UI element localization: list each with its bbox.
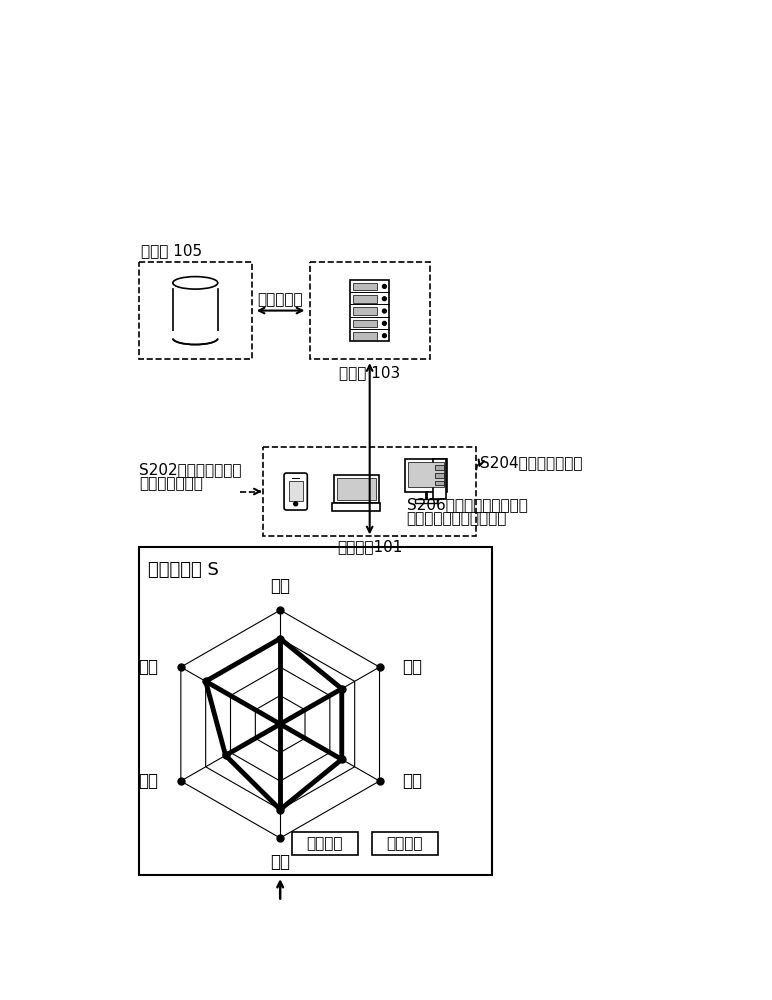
- Text: 存储或读取: 存储或读取: [258, 292, 303, 307]
- Bar: [371, 832, 438, 855]
- Text: 多个特征维度下的特征值: 多个特征维度下的特征值: [407, 511, 507, 526]
- Ellipse shape: [173, 277, 218, 289]
- Bar: [292, 478, 300, 479]
- Bar: [435, 481, 444, 485]
- Bar: [350, 280, 389, 341]
- Bar: [139, 262, 252, 359]
- Bar: [172, 331, 218, 339]
- Bar: [337, 478, 375, 500]
- Circle shape: [382, 321, 386, 325]
- Text: 您的评价： S: 您的评价： S: [148, 561, 219, 579]
- Bar: [405, 459, 447, 492]
- Bar: [433, 459, 445, 499]
- Bar: [408, 462, 444, 487]
- Text: 物资: 物资: [270, 853, 290, 871]
- Text: 伤害: 伤害: [137, 658, 157, 676]
- Bar: [435, 473, 444, 478]
- Text: 数据库 105: 数据库 105: [141, 244, 201, 259]
- Circle shape: [382, 284, 386, 288]
- Text: 服务器 103: 服务器 103: [339, 365, 401, 380]
- Text: 戏结果进行展示: 戏结果进行展示: [139, 477, 203, 492]
- Bar: [139, 547, 492, 875]
- Bar: [415, 499, 437, 503]
- Text: S206通过第二雷达图展示: S206通过第二雷达图展示: [407, 497, 527, 512]
- Text: 支援: 支援: [137, 772, 157, 790]
- Text: 成长: 成长: [403, 772, 422, 790]
- Bar: [435, 465, 444, 470]
- FancyBboxPatch shape: [284, 473, 307, 510]
- Bar: [354, 332, 377, 340]
- Text: S204创建第二雷达图: S204创建第二雷达图: [480, 455, 583, 470]
- Ellipse shape: [173, 332, 218, 345]
- Bar: [289, 481, 303, 501]
- Circle shape: [293, 502, 298, 506]
- Text: 击败: 击败: [403, 658, 422, 676]
- Text: S202检测到需要对游: S202检测到需要对游: [139, 463, 242, 478]
- Text: 分享战绩: 分享战绩: [386, 836, 423, 851]
- Text: 用户终端101: 用户终端101: [337, 540, 402, 555]
- Circle shape: [382, 297, 386, 301]
- Bar: [292, 832, 357, 855]
- Bar: [263, 447, 476, 536]
- Bar: [334, 475, 378, 503]
- Text: 生存: 生存: [270, 577, 290, 595]
- Bar: [354, 320, 377, 327]
- Circle shape: [382, 334, 386, 338]
- Bar: [332, 503, 380, 511]
- Bar: [354, 283, 377, 290]
- Bar: [354, 295, 377, 303]
- Bar: [354, 307, 377, 315]
- Bar: [310, 262, 430, 359]
- Text: 返回大厅: 返回大厅: [306, 836, 343, 851]
- Circle shape: [382, 309, 386, 313]
